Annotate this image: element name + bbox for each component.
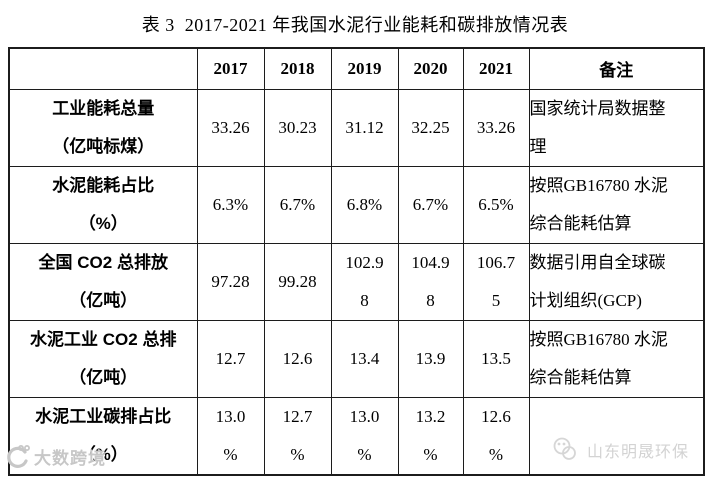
value-cell: 30.23	[263, 88, 332, 167]
row-label: 全国 CO2 总排放 （亿吨）	[8, 242, 198, 321]
value-cell: 13.2 %	[397, 396, 464, 475]
value-cell: 13.0 %	[330, 396, 399, 475]
header-corner-cell	[8, 47, 198, 90]
value-cell: 6.7%	[397, 165, 464, 244]
value-cell: 102.9 8	[330, 242, 399, 321]
value-cell: 6.8%	[330, 165, 399, 244]
header-year-2019: 2019	[330, 47, 399, 90]
value-cell: 6.3%	[196, 165, 265, 244]
row-label: 水泥能耗占比 （%）	[8, 165, 198, 244]
header-year-2017: 2017	[196, 47, 265, 90]
remark-cell-empty	[528, 396, 705, 475]
value-cell: 12.7	[196, 319, 265, 398]
value-cell: 104.9 8	[397, 242, 464, 321]
value-cell: 13.4	[330, 319, 399, 398]
value-cell: 99.28	[263, 242, 332, 321]
header-remark: 备注	[528, 47, 705, 90]
value-cell: 32.25	[397, 88, 464, 167]
table-row-cement-carbon-share: 水泥工业碳排占比 （%） 13.0 % 12.7 % 13.0 % 13.2 %…	[8, 396, 705, 475]
header-year-2020: 2020	[397, 47, 464, 90]
row-label: 水泥工业 CO2 总排 （亿吨）	[8, 319, 198, 398]
value-cell: 31.12	[330, 88, 399, 167]
value-cell: 33.26	[462, 88, 530, 167]
value-cell: 6.5%	[462, 165, 530, 244]
value-cell: 12.6 %	[462, 396, 530, 475]
remark-cell: 国家统计局数据整 理	[528, 88, 705, 167]
table-header-row: 2017 2018 2019 2020 2021 备注	[8, 47, 705, 90]
value-cell: 13.9	[397, 319, 464, 398]
data-table: 2017 2018 2019 2020 2021 备注 工业能耗总量 （亿吨标煤…	[8, 47, 705, 476]
header-year-2021: 2021	[462, 47, 530, 90]
remark-cell: 按照GB16780 水泥 综合能耗估算	[528, 319, 705, 398]
value-cell: 12.7 %	[263, 396, 332, 475]
value-cell: 33.26	[196, 88, 265, 167]
remark-cell: 按照GB16780 水泥 综合能耗估算	[528, 165, 705, 244]
value-cell: 97.28	[196, 242, 265, 321]
value-cell: 13.0 %	[196, 396, 265, 475]
table-title: 表 3 2017-2021 年我国水泥行业能耗和碳排放情况表	[141, 15, 569, 35]
value-cell: 106.7 5	[462, 242, 530, 321]
table-row-national-co2: 全国 CO2 总排放 （亿吨） 97.28 99.28 102.9 8 104.…	[8, 242, 705, 321]
value-cell: 12.6	[263, 319, 332, 398]
row-label: 水泥工业碳排占比 （%）	[8, 396, 198, 475]
header-year-2018: 2018	[263, 47, 332, 90]
remark-cell: 数据引用自全球碳 计划组织(GCP)	[528, 242, 705, 321]
table-row-industrial-energy: 工业能耗总量 （亿吨标煤） 33.26 30.23 31.12 32.25 33…	[8, 88, 705, 167]
value-cell: 13.5	[462, 319, 530, 398]
row-label: 工业能耗总量 （亿吨标煤）	[8, 88, 198, 167]
value-cell: 6.7%	[263, 165, 332, 244]
table-row-cement-energy-share: 水泥能耗占比 （%） 6.3% 6.7% 6.8% 6.7% 6.5% 按照GB…	[8, 165, 705, 244]
table-row-cement-co2: 水泥工业 CO2 总排 （亿吨） 12.7 12.6 13.4 13.9 13.…	[8, 319, 705, 398]
